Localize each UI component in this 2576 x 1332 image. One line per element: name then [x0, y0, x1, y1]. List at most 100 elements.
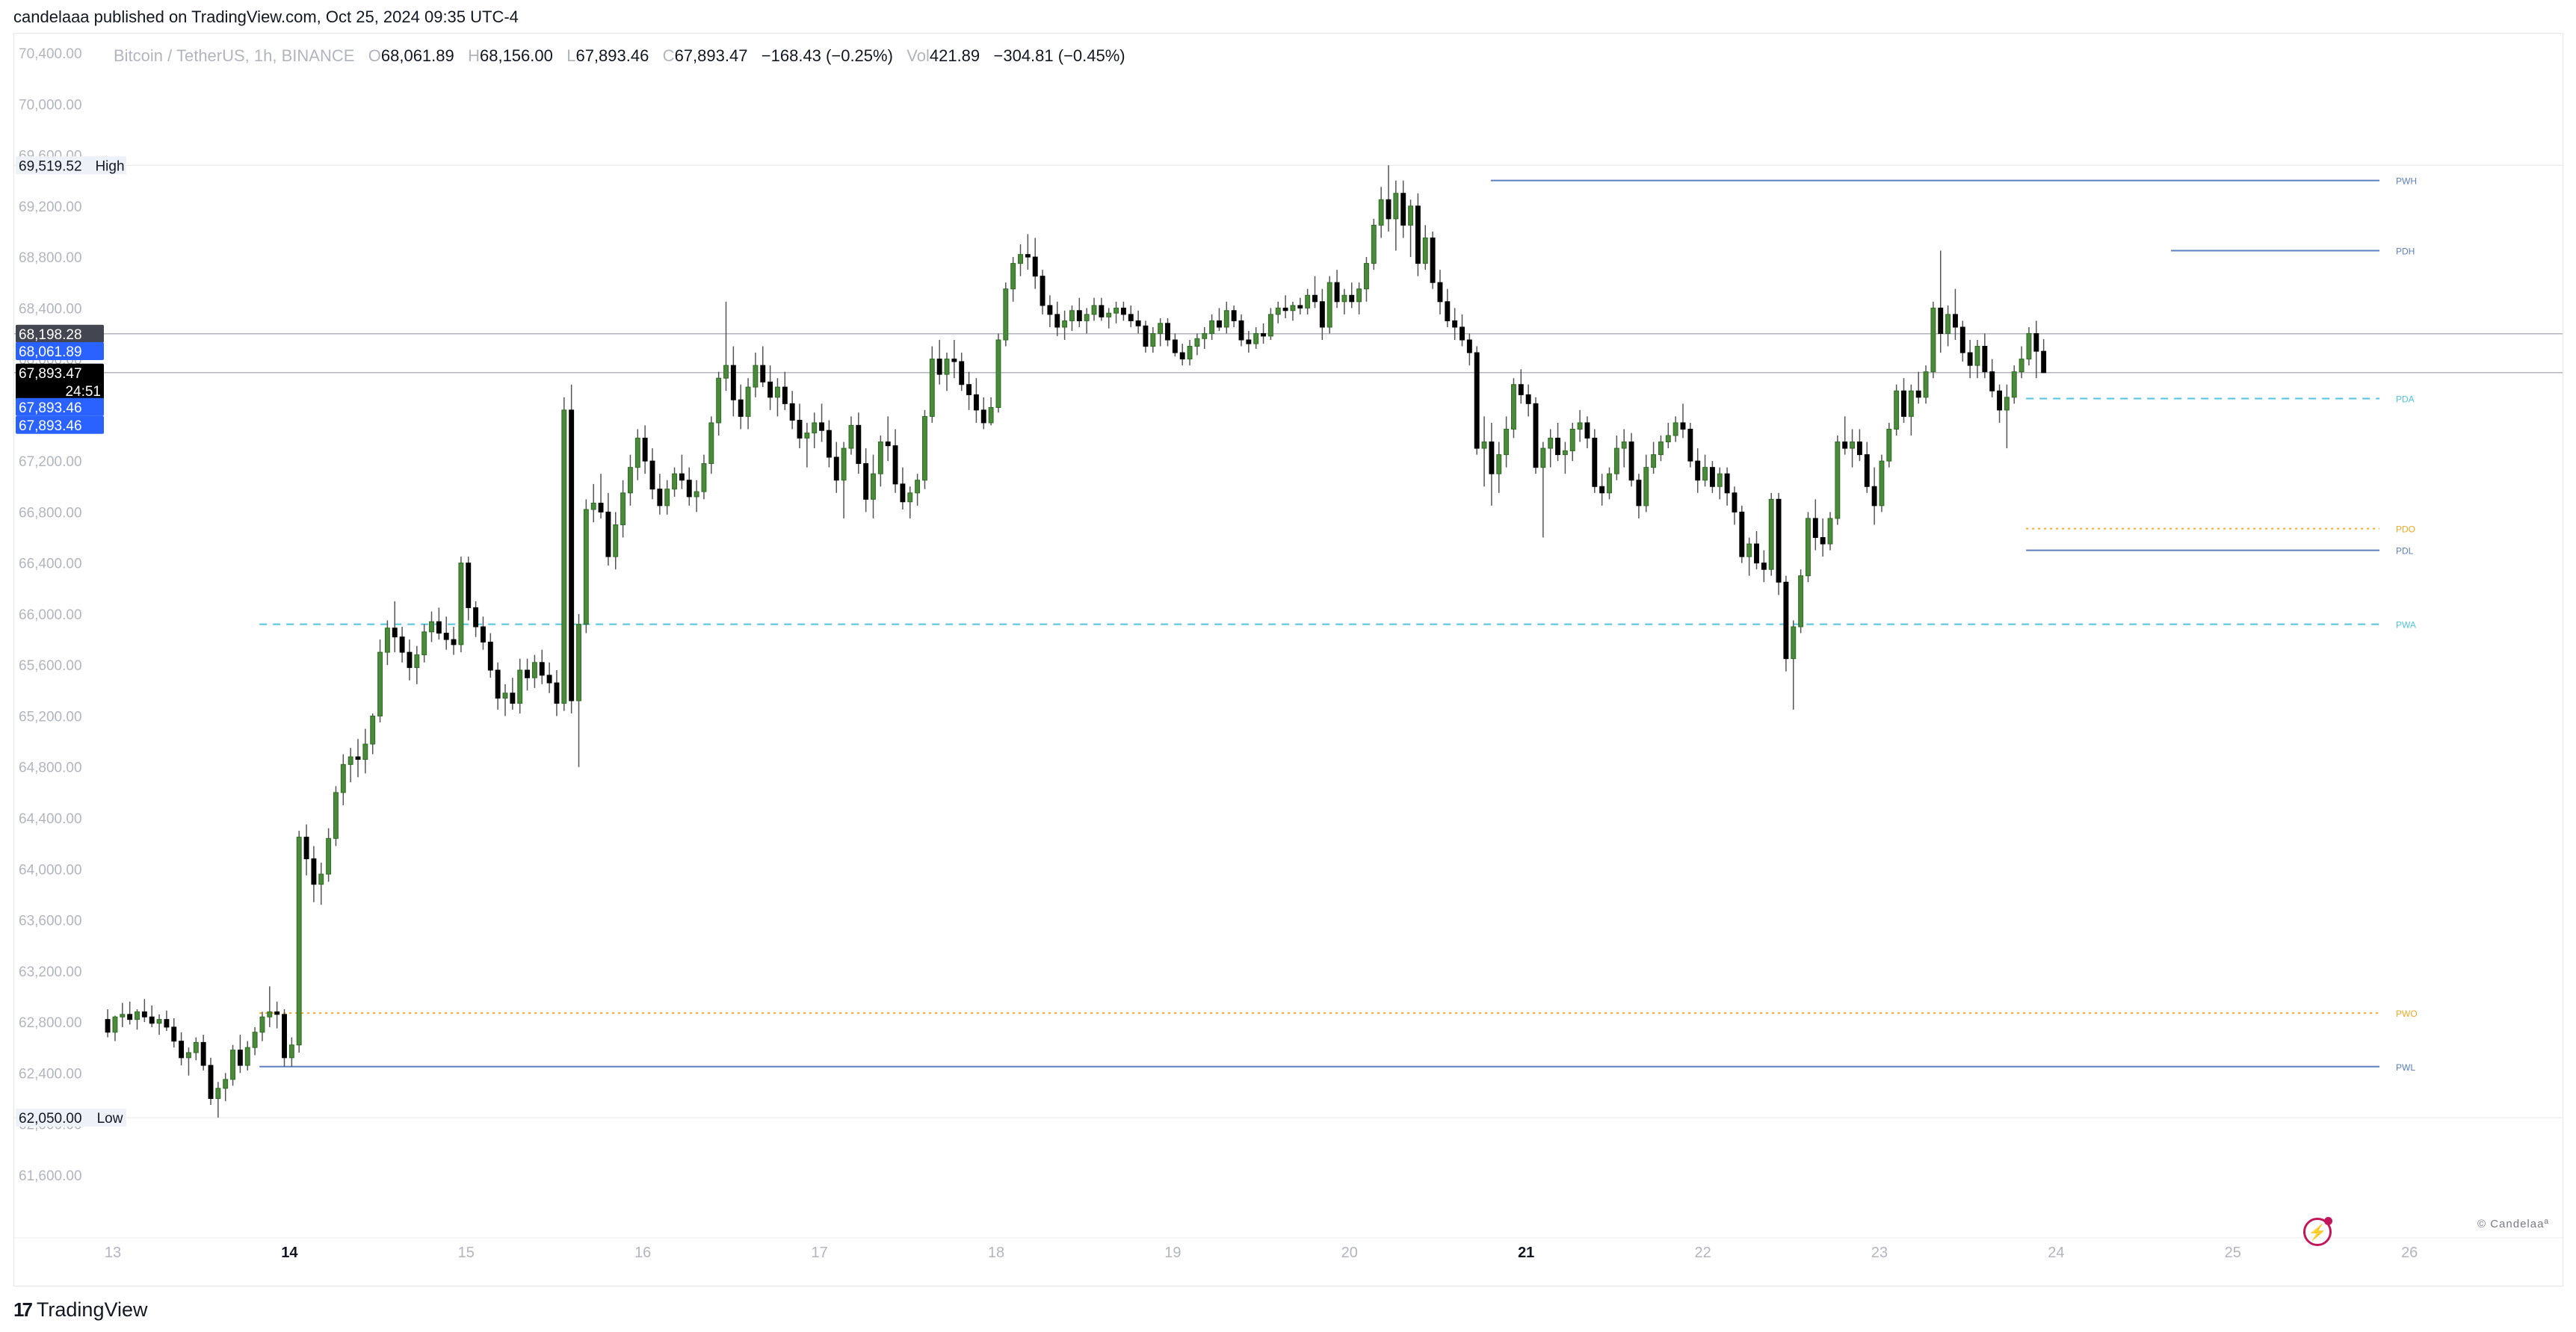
x-tick-label: 19	[1164, 1245, 1181, 1261]
candle-up	[848, 424, 854, 449]
candle-up	[907, 492, 913, 503]
candle-up	[804, 433, 810, 439]
candle-up	[708, 422, 714, 465]
candle-down	[1967, 352, 1973, 366]
level-label-pdo: PDO	[2396, 524, 2415, 535]
candle-up	[723, 365, 729, 379]
candle-down	[1231, 310, 1237, 321]
candle-up	[1540, 447, 1546, 468]
candle-down	[1282, 307, 1288, 312]
candle-down	[1261, 332, 1267, 337]
legend-open-label: O	[368, 46, 381, 65]
tradingview-logo-text: TradingView	[36, 1298, 148, 1321]
candle-up	[1702, 467, 1708, 481]
candle-down	[885, 442, 891, 447]
candle-down	[767, 381, 773, 398]
candle-up	[672, 473, 678, 490]
legend-close-label: C	[662, 46, 675, 65]
countdown-timer: 24:51	[65, 384, 101, 400]
candle-down	[554, 682, 560, 704]
candle-up	[1106, 312, 1112, 317]
candle-down	[1724, 473, 1730, 494]
candle-up	[1504, 428, 1510, 456]
candle-down	[605, 511, 611, 557]
candle-down	[392, 628, 398, 638]
candle-down	[237, 1050, 243, 1066]
candle-up	[775, 386, 780, 398]
high-label: High	[95, 158, 124, 174]
low-tag	[16, 1109, 126, 1127]
price-tag-value: 68,198.28	[19, 327, 82, 343]
ohlc-legend: Bitcoin / TetherUS, 1h, BINANCE O68,061.…	[114, 46, 1125, 66]
candle-up	[458, 563, 464, 645]
candle-up	[944, 359, 950, 375]
candle-down	[1120, 307, 1126, 315]
candle-down	[1430, 237, 1436, 283]
candle-up	[877, 442, 883, 474]
candle-down	[1297, 305, 1303, 309]
candle-down	[473, 607, 479, 628]
tradingview-logo[interactable]: 17 TradingView	[13, 1298, 148, 1322]
candle-up	[186, 1052, 191, 1059]
level-label-pdh: PDH	[2396, 247, 2415, 257]
candle-down	[443, 633, 449, 640]
candle-up	[1253, 332, 1259, 344]
candle-up	[156, 1019, 162, 1024]
low-value: 62,050.00	[19, 1111, 82, 1127]
candle-down	[1776, 498, 1782, 583]
legend-change: −168.43 (−0.25%)	[761, 46, 893, 65]
candle-down	[1761, 563, 1767, 570]
candle-down	[892, 445, 898, 485]
candle-up	[2004, 397, 2010, 411]
candle-down	[1518, 384, 1524, 395]
candle-up	[1930, 307, 1936, 373]
candle-up	[1945, 314, 1951, 334]
candle-down	[539, 662, 545, 676]
candle-down	[1135, 320, 1141, 326]
candle-down	[789, 403, 795, 421]
chart-frame[interactable]: 70,400.00 70,000.00 69,600.00 69,200.00 68,8…	[13, 33, 2563, 1286]
candle-up	[517, 669, 523, 704]
candle-up	[694, 491, 699, 498]
candle-up	[812, 422, 818, 434]
candle-down	[1032, 256, 1038, 277]
y-tick-label: 70,000.00	[19, 97, 82, 113]
candle-up	[1209, 320, 1215, 334]
price-tag-value: 67,893.46	[19, 418, 82, 434]
candle-down	[686, 480, 692, 498]
candle-down	[1179, 352, 1185, 360]
candle-down	[1047, 305, 1053, 315]
candle-up	[1621, 442, 1627, 449]
candle-up	[1806, 518, 1811, 577]
y-tick-label: 63,200.00	[19, 964, 82, 980]
candle-up	[2026, 332, 2032, 360]
candle-down	[936, 359, 942, 375]
candle-down	[569, 409, 575, 701]
bolt-icon[interactable]: ⚡	[2303, 1217, 2332, 1246]
candle-up	[362, 743, 368, 760]
candle-down	[1400, 193, 1406, 226]
level-label-pda: PDA	[2396, 394, 2415, 405]
price-tag-blue	[16, 342, 104, 361]
candle-up	[296, 837, 302, 1046]
candle-down	[1386, 199, 1392, 220]
x-tick-label: 18	[988, 1245, 1004, 1261]
candle-up	[384, 628, 390, 653]
candle-down	[127, 1014, 133, 1020]
candle-up	[1408, 205, 1414, 226]
candle-up	[1827, 518, 1833, 545]
legend-volume-value: 421.89	[929, 46, 980, 65]
price-tag-value: 67,893.46	[19, 400, 82, 416]
candle-down	[738, 399, 744, 417]
candlestick-chart[interactable]: 70,400.0070,000.0069,600.0069,200.0068,8…	[14, 34, 2563, 1286]
candle-down	[1437, 282, 1443, 303]
publish-header: candelaaa published on TradingView.com, …	[13, 7, 519, 26]
price-tag-dark	[16, 324, 104, 343]
candle-up	[1062, 320, 1068, 328]
candle-up	[1974, 346, 1980, 366]
candle-down	[1076, 310, 1082, 321]
y-tick-label: 68,400.00	[19, 301, 82, 317]
candle-up	[1879, 460, 1885, 507]
candle-down	[1452, 320, 1458, 328]
candle-down	[598, 502, 604, 512]
